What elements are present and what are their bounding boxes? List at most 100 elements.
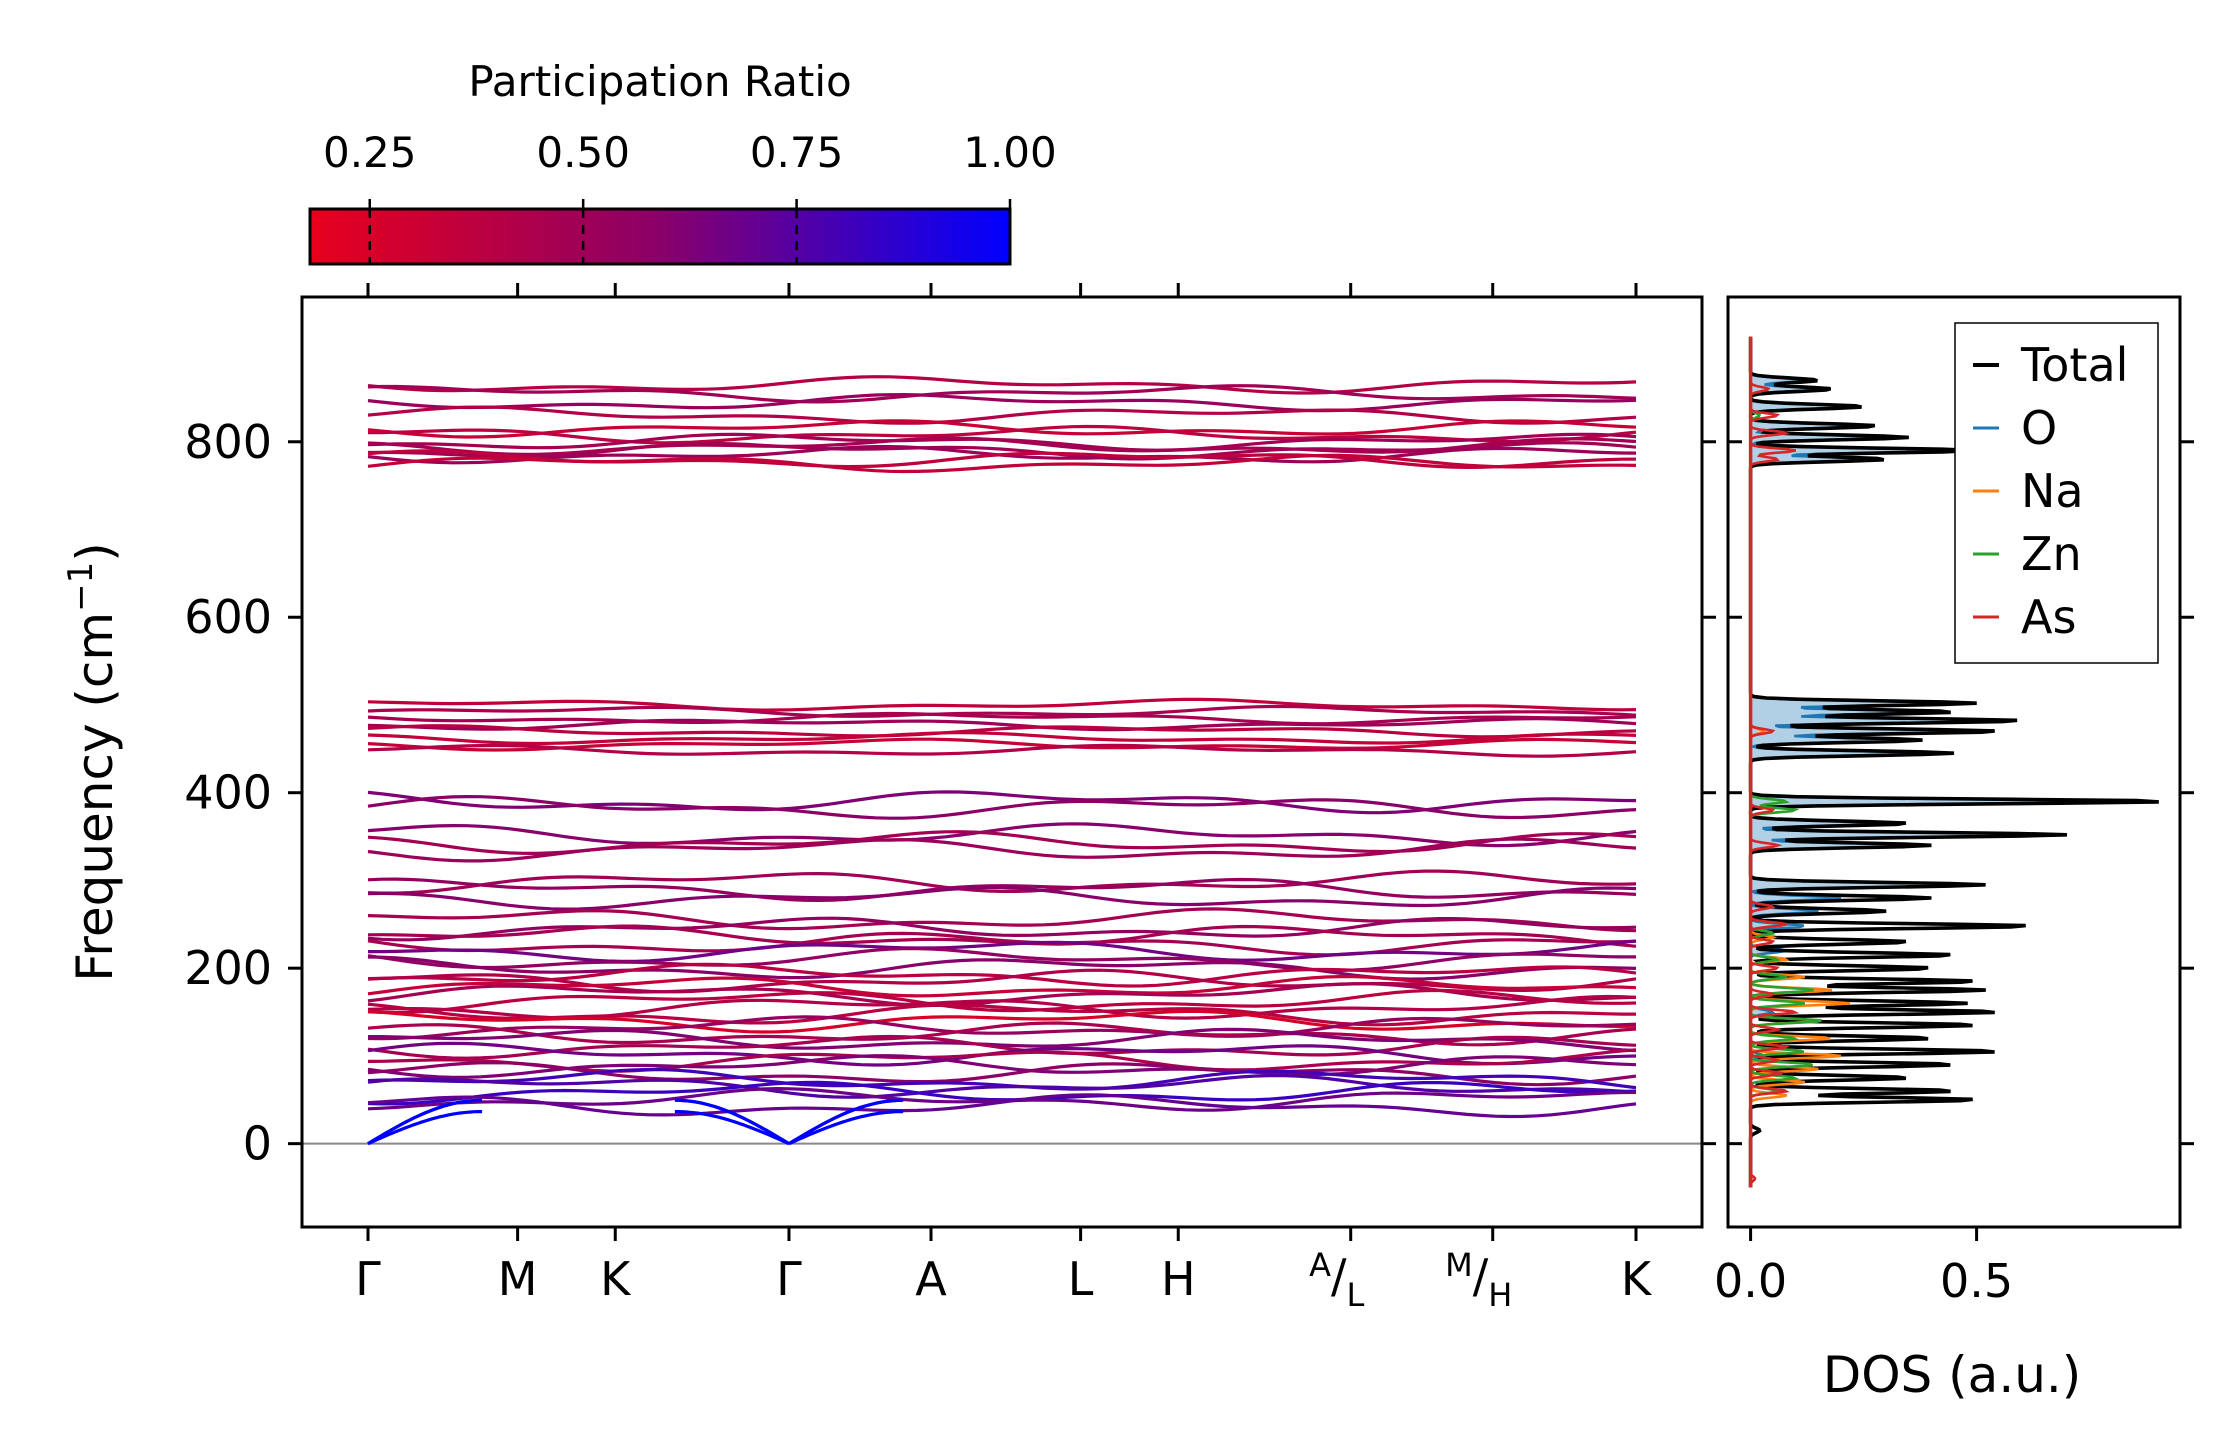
legend-label-Na: Na	[2021, 464, 2084, 518]
band-line	[367, 916, 1637, 942]
acoustic-branch	[674, 1110, 790, 1146]
y-tick-label: 0	[243, 1117, 272, 1171]
dos-panel: 0.0 0.5 DOS (a.u.) Total O Na Zn As	[1714, 295, 2194, 1404]
band-line	[367, 988, 1637, 1015]
x-tick-label: M	[498, 1252, 538, 1306]
dos-axes: 0.0 0.5	[1714, 440, 2194, 1308]
dos-x-tick-label: 0.5	[1940, 1254, 2013, 1308]
x-tick-label: K	[1621, 1252, 1653, 1306]
acoustic-branch	[788, 1098, 904, 1146]
legend-box	[1954, 322, 2159, 664]
band-line	[367, 955, 1637, 981]
legend: Total O Na Zn As	[1954, 322, 2159, 664]
x-tick-label: H	[1161, 1252, 1196, 1306]
band-frame	[300, 295, 1704, 1229]
x-tick-label-top: A	[1309, 1246, 1331, 1284]
band-line	[367, 931, 1637, 957]
band-line	[367, 1021, 1637, 1047]
band-line	[367, 869, 1637, 895]
band-line	[367, 794, 1637, 820]
colorbar-tick-label: 0.75	[750, 128, 844, 177]
acoustic-branch	[788, 1110, 904, 1146]
y-axis-title: Frequency (cm−1)	[61, 542, 124, 982]
band-line	[367, 1060, 1637, 1087]
band-line	[367, 968, 1637, 994]
colorbar: Participation Ratio 0.25 0.50 0.75 1.00	[308, 57, 1057, 266]
colorbar-tick-label: 0.25	[323, 128, 417, 177]
band-line	[367, 441, 1637, 461]
band-line	[367, 946, 1636, 973]
band-line	[367, 711, 1637, 726]
legend-label-As: As	[2021, 590, 2076, 644]
dos-frame	[1726, 295, 2182, 1229]
x-tick-label: M/H	[1445, 1246, 1512, 1314]
band-line	[367, 392, 1637, 413]
band-line	[367, 962, 1637, 988]
x-tick-label-sub: H	[1488, 1276, 1512, 1314]
band-line	[367, 1002, 1636, 1027]
band-line	[367, 1074, 1637, 1099]
band-line	[367, 1009, 1637, 1034]
band-line	[367, 424, 1637, 445]
dos-lines	[1748, 336, 2159, 1188]
band-line	[367, 822, 1637, 848]
colorbar-tick-label: 0.50	[536, 128, 630, 177]
band-line	[367, 743, 1637, 758]
y-axis-title-sup: −1	[61, 562, 101, 612]
y-tick-label: 600	[184, 590, 272, 644]
band-line	[367, 375, 1637, 395]
y-axis-title-main: Frequency (cm	[66, 612, 124, 982]
band-line	[367, 1067, 1637, 1091]
band-line	[367, 974, 1637, 998]
band-line	[367, 731, 1637, 746]
band-line	[367, 737, 1637, 752]
colorbar-tick-label: 1.00	[963, 128, 1057, 177]
y-tick-label: 800	[184, 415, 272, 469]
band-line	[368, 939, 1637, 963]
band-line	[367, 837, 1637, 863]
band-lines	[302, 375, 1702, 1146]
x-axis-title-dos: DOS (a.u.)	[1823, 1346, 2082, 1404]
band-line	[367, 419, 1637, 439]
band-line	[367, 717, 1637, 732]
y-axis-title-close: )	[66, 542, 124, 562]
x-tick-label: A/L	[1309, 1246, 1364, 1314]
x-tick-label: A	[915, 1252, 947, 1306]
band-line	[368, 1027, 1637, 1053]
band-line	[367, 453, 1637, 474]
x-tick-label-top: M	[1445, 1246, 1473, 1284]
band-line	[367, 384, 1637, 404]
band-line	[367, 1034, 1637, 1060]
band-line	[367, 724, 1637, 739]
band-line	[367, 1054, 1637, 1080]
dos-x-tick-label: 0.0	[1714, 1254, 1787, 1308]
legend-label-O: O	[2021, 401, 2057, 455]
legend-label-Total: Total	[2020, 338, 2128, 392]
x-tick-label-slash: /	[1473, 1249, 1489, 1303]
acoustic-branch	[367, 1110, 483, 1146]
band-line	[367, 885, 1637, 911]
band-line	[367, 405, 1637, 425]
x-tick-label-slash: /	[1331, 1249, 1347, 1303]
x-tick-label: K	[600, 1252, 632, 1306]
x-tick-label: Γ	[355, 1252, 381, 1306]
x-tick-label-sub: L	[1346, 1276, 1364, 1314]
band-line	[367, 704, 1637, 718]
x-tick-label: L	[1068, 1252, 1094, 1306]
legend-label-Zn: Zn	[2021, 527, 2082, 581]
y-tick-label: 400	[184, 766, 272, 820]
band-line	[367, 1015, 1637, 1041]
colorbar-title: Participation Ratio	[468, 57, 851, 106]
acoustic-branch	[367, 1098, 483, 1146]
acoustic-branch	[674, 1098, 790, 1146]
x-tick-label: Γ	[776, 1252, 802, 1306]
y-tick-label: 200	[184, 941, 272, 995]
band-line	[367, 877, 1637, 903]
colorbar-ticks: 0.25 0.50 0.75 1.00	[323, 128, 1057, 264]
colorbar-gradient	[308, 207, 1012, 266]
band-line	[367, 697, 1637, 712]
band-line	[367, 1093, 1637, 1119]
